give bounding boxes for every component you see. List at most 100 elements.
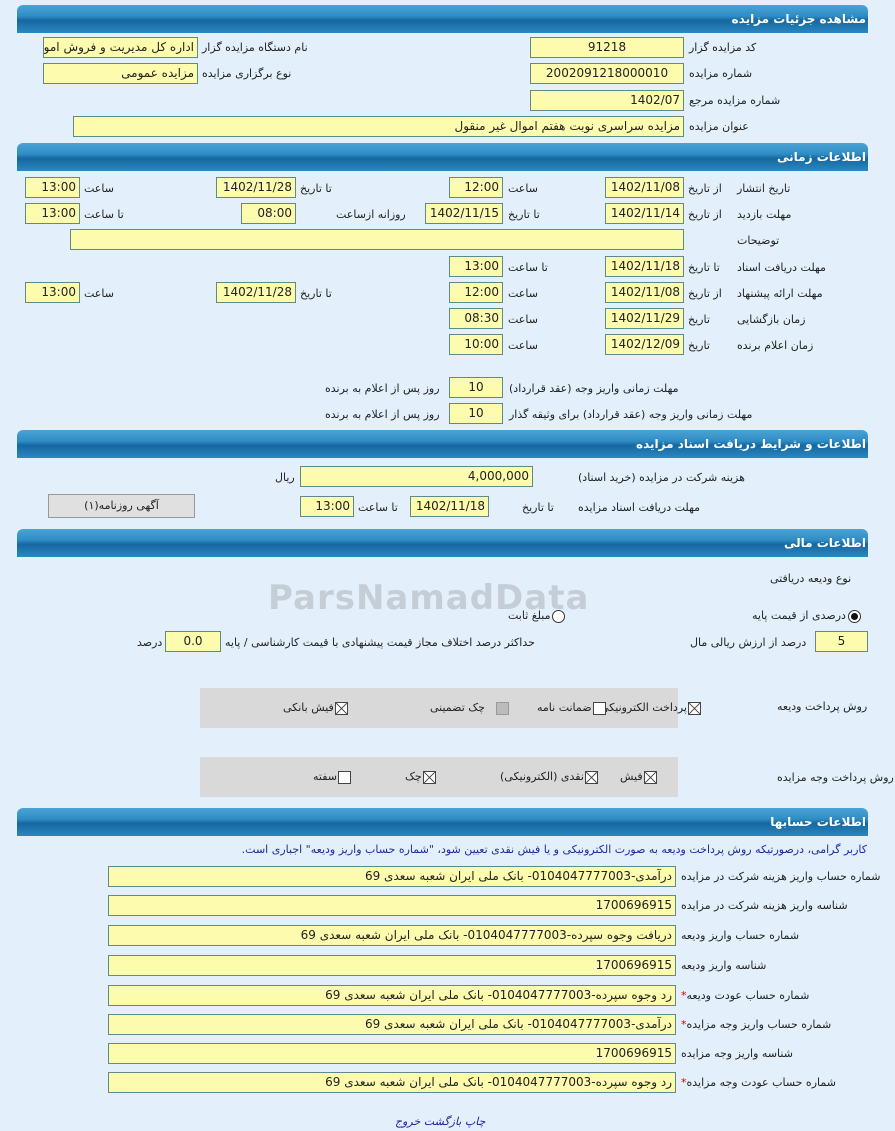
checkbox-cheque2[interactable]: چک — [405, 770, 436, 784]
participation-fee-field[interactable]: 4,000,000 — [300, 466, 533, 487]
account-field[interactable]: رد وجوه سپرده-0104047777003- بانک ملی ای… — [108, 985, 676, 1006]
radio-percent[interactable]: درصدی از قیمت پایه — [752, 609, 861, 623]
account-field[interactable]: رد وجوه سپرده-0104047777003- بانک ملی ای… — [108, 1072, 676, 1093]
label: شناسه واریز هزینه شرکت در مزایده — [681, 899, 848, 912]
account-label: شناسه واریز ودیعه — [681, 959, 766, 972]
checkbox-cash[interactable]: نقدی (الکترونیکی) — [500, 770, 598, 784]
collateral-payment-days-field[interactable]: 10 — [449, 403, 503, 424]
winner-date[interactable]: 1402/12/09 — [605, 334, 684, 355]
checkbox-icon[interactable] — [422, 770, 436, 784]
checkbox-icon[interactable] — [334, 701, 348, 715]
checkbox-receipt[interactable]: فیش — [620, 770, 657, 784]
publish-to-date[interactable]: 1402/11/28 — [216, 177, 296, 198]
publish-from-time[interactable]: 12:00 — [449, 177, 503, 198]
label: تا ساعت — [358, 501, 398, 514]
checkbox-icon[interactable] — [496, 701, 510, 715]
org-name-field[interactable]: اداره کل مدیریت و فروش اموال — [43, 37, 198, 58]
winner-time[interactable]: 10:00 — [449, 334, 503, 355]
checkbox-electronic[interactable]: پرداخت الکترونیکی — [600, 701, 701, 715]
label: درصدی از قیمت پایه — [752, 609, 846, 622]
checkbox-icon[interactable] — [688, 701, 701, 715]
visit-daily-time[interactable]: 08:00 — [241, 203, 296, 224]
label: چک — [405, 770, 422, 783]
label: ساعت — [508, 182, 538, 195]
opening-date[interactable]: 1402/11/29 — [605, 308, 684, 329]
label: روز پس از اعلام به برنده — [325, 382, 440, 395]
label: نام دستگاه مزایده گزار — [202, 41, 308, 54]
offer-to-time[interactable]: 13:00 — [25, 282, 80, 303]
offer-from-time[interactable]: 12:00 — [449, 282, 503, 303]
label: تا تاریخ — [522, 501, 554, 514]
exit-link[interactable]: خروج — [395, 1115, 421, 1128]
label: شناسه واریز ودیعه — [681, 959, 767, 972]
radio-icon[interactable] — [847, 609, 861, 623]
max-diff-field[interactable]: 0.0 — [165, 631, 221, 652]
label: نوع برگزاری مزایده — [202, 67, 292, 80]
offer-to-date[interactable]: 1402/11/28 — [216, 282, 296, 303]
back-link[interactable]: بازگشت — [423, 1115, 462, 1128]
label: تا تاریخ — [300, 287, 332, 300]
label: روش پرداخت ودیعه — [777, 700, 868, 713]
label: فیش — [620, 770, 643, 783]
account-field[interactable]: درآمدی-0104047777003- بانک ملی ایران شعب… — [108, 866, 676, 887]
visit-to-date[interactable]: 1402/11/15 — [425, 203, 503, 224]
checkbox-promissory[interactable]: سفته — [313, 770, 351, 784]
auction-number-field[interactable]: 2002091218000010 — [530, 63, 684, 84]
newspaper-ad-button[interactable]: آگهی روزنامه(۱) — [48, 494, 195, 518]
checkbox-bank-receipt[interactable]: فیش بانکی — [283, 701, 348, 715]
radio-fixed[interactable]: مبلغ ثابت — [508, 609, 566, 623]
checkbox-icon[interactable] — [592, 701, 606, 715]
label: مهلت زمانی واریز وجه (عقد قرارداد) — [509, 382, 679, 395]
description-field[interactable] — [70, 229, 684, 250]
checkbox-icon[interactable] — [338, 770, 351, 784]
label: تا تاریخ — [300, 182, 332, 195]
label: مهلت بازدید — [737, 208, 792, 221]
auction-title-field[interactable]: مزایده سراسری نوبت هفتم اموال غیر منقول — [73, 116, 684, 137]
visit-to-time[interactable]: 13:00 — [25, 203, 80, 224]
account-label: شماره حساب عودت ودیعه* — [681, 989, 809, 1002]
label: روش پرداخت وجه مزایده — [777, 771, 894, 784]
radio-icon[interactable] — [552, 609, 566, 623]
account-field[interactable]: 1700696915 — [108, 895, 676, 916]
auction-type-field[interactable]: مزایده عمومی — [43, 63, 198, 84]
publish-from-date[interactable]: 1402/11/08 — [605, 177, 684, 198]
label: مهلت دریافت اسناد مزایده — [578, 501, 701, 514]
label: ساعت — [84, 182, 114, 195]
account-field[interactable]: دریافت وجوه سپرده-0104047777003- بانک مل… — [108, 925, 676, 946]
account-field[interactable]: 1700696915 — [108, 955, 676, 976]
checkbox-cheque[interactable]: چک تضمینی — [430, 701, 510, 715]
label: چک تضمینی — [430, 701, 485, 714]
visit-from-date[interactable]: 1402/11/14 — [605, 203, 684, 224]
label: زمان بازگشایی — [737, 313, 806, 326]
label: توضیحات — [737, 234, 780, 247]
opening-time[interactable]: 08:30 — [449, 308, 503, 329]
label: حداکثر درصد اختلاف مجاز قیمت پیشنهادی با… — [225, 636, 535, 649]
account-field[interactable]: درآمدی-0104047777003- بانک ملی ایران شعب… — [108, 1014, 676, 1035]
checkbox-icon[interactable] — [584, 770, 598, 784]
checkbox-guarantee[interactable]: ضمانت نامه — [537, 701, 606, 715]
deposit-percent-field[interactable]: 5 — [815, 631, 868, 652]
label: تا ساعت — [84, 208, 124, 221]
docs-to-time[interactable]: 13:00 — [449, 256, 503, 277]
checkbox-icon[interactable] — [643, 770, 657, 784]
account-field[interactable]: 1700696915 — [108, 1043, 676, 1064]
label: از تاریخ — [688, 287, 722, 300]
reference-number-field[interactable]: 1402/07 — [530, 90, 684, 111]
docs-deadline-date[interactable]: 1402/11/18 — [410, 496, 489, 517]
offer-from-date[interactable]: 1402/11/08 — [605, 282, 684, 303]
label: مهلت زمانی واریز وجه (عقد قرارداد) برای … — [509, 408, 753, 421]
auctioneer-code-field[interactable]: 91218 — [530, 37, 684, 58]
publish-to-time[interactable]: 13:00 — [25, 177, 80, 198]
label: مهلت ارائه پیشنهاد — [737, 287, 823, 300]
docs-deadline-time[interactable]: 13:00 — [300, 496, 354, 517]
label: کد مزایده گزار — [689, 41, 757, 54]
print-link[interactable]: چاپ — [464, 1115, 486, 1128]
docs-to-date[interactable]: 1402/11/18 — [605, 256, 684, 277]
payment-days-field[interactable]: 10 — [449, 377, 503, 398]
label: ساعت — [508, 287, 538, 300]
label: روز پس از اعلام به برنده — [325, 408, 440, 421]
label: شماره حساب عودت ودیعه — [686, 989, 810, 1002]
section-header-accounts: اطلاعات حسابها — [17, 808, 868, 836]
label: شماره مزایده — [689, 67, 753, 80]
label: شماره حساب واریز ودیعه — [681, 929, 800, 942]
